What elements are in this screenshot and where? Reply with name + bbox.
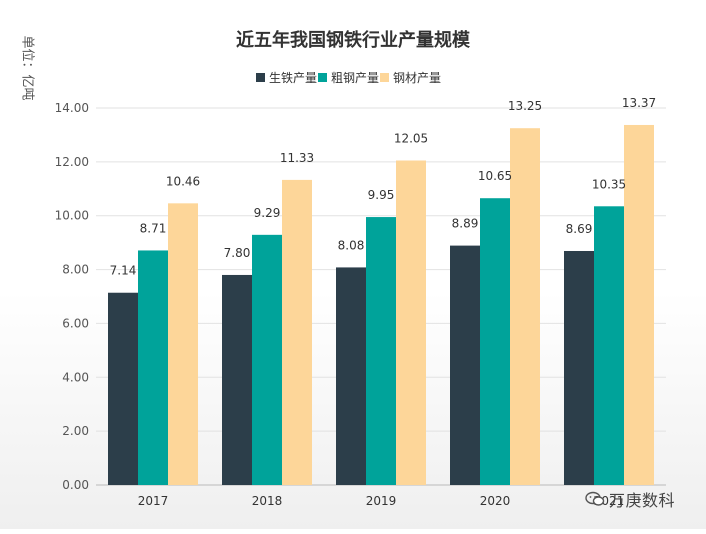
bar-2021-s1	[564, 250, 594, 485]
data-label: 8.69	[566, 222, 593, 236]
x-tick-label: 2019	[366, 494, 397, 508]
y-tick-label: 10.00	[55, 209, 89, 223]
y-tick-label: 0.00	[62, 478, 89, 492]
bar-2021-s3	[624, 124, 654, 485]
data-label: 13.25	[508, 99, 542, 113]
bar-2018-s2	[252, 234, 282, 485]
legend-label-3: 钢材产量	[393, 71, 441, 85]
x-tick-label: 2018	[252, 494, 283, 508]
legend-swatch-3	[380, 73, 389, 82]
y-axis: 0.00 2.00 4.00 6.00 8.00 10.00 12.00 14.00	[55, 101, 89, 492]
y-tick-label: 14.00	[55, 101, 89, 115]
bar-2020-s2	[480, 198, 510, 486]
bar-2018-s3	[282, 179, 312, 485]
legend: 生铁产量 粗钢产量 钢材产量	[256, 71, 441, 85]
legend-label-1: 生铁产量	[269, 71, 317, 85]
x-axis: 2017 2018 2019 2020 2021	[138, 494, 625, 508]
bar-2020-s3	[510, 128, 540, 486]
bar-2018-s1	[222, 274, 252, 485]
y-tick-label: 8.00	[62, 263, 89, 277]
y-axis-label: 单位：亿吨	[20, 35, 35, 100]
x-tick-label: 2020	[480, 494, 511, 508]
data-label: 7.80	[224, 246, 251, 260]
y-tick-label: 12.00	[55, 155, 89, 169]
bar-2019-s3	[396, 160, 426, 485]
data-label: 8.08	[338, 238, 365, 252]
data-label: 11.33	[280, 151, 314, 165]
wechat-icon	[585, 491, 605, 506]
x-tick-label: 2017	[138, 494, 169, 508]
data-label: 9.95	[368, 188, 395, 202]
legend-label-2: 粗钢产量	[331, 71, 379, 85]
y-tick-label: 6.00	[62, 316, 89, 330]
y-tick-label: 2.00	[62, 424, 89, 438]
data-label: 10.35	[592, 177, 626, 191]
data-label: 13.37	[622, 96, 656, 110]
data-label: 10.65	[478, 169, 512, 183]
bar-2021-s2	[594, 206, 624, 485]
legend-swatch-1	[256, 73, 265, 82]
chart-title: 近五年我国钢铁行业产量规模	[236, 29, 471, 51]
y-tick-label: 4.00	[62, 370, 89, 384]
bar-2019-s2	[366, 217, 396, 485]
data-label: 8.89	[452, 217, 479, 231]
bars	[108, 124, 654, 486]
bar-2017-s3	[168, 203, 198, 485]
data-label: 12.05	[394, 132, 428, 146]
bar-2020-s1	[450, 245, 480, 485]
data-label: 9.29	[254, 206, 281, 220]
data-label: 8.71	[140, 221, 167, 235]
data-label: 7.14	[110, 264, 137, 278]
watermark: 万庚数科	[585, 487, 675, 511]
legend-swatch-2	[318, 73, 327, 82]
bar-2017-s1	[108, 292, 138, 485]
watermark-text: 万庚数科	[609, 491, 676, 510]
data-labels: 7.14 8.71 10.46 7.80 9.29 11.33 8.08 9.95 12.05 8…	[110, 96, 657, 278]
bar-2017-s2	[138, 250, 168, 485]
bar-2019-s1	[336, 267, 366, 485]
data-label: 10.46	[166, 174, 200, 188]
